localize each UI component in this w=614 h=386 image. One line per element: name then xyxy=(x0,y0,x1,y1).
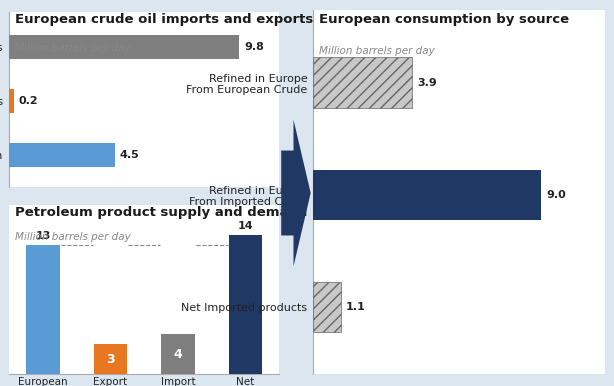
Bar xyxy=(9,34,239,59)
Text: 3.9: 3.9 xyxy=(417,78,437,88)
Text: 13: 13 xyxy=(35,230,51,240)
Text: European crude oil imports and exports: European crude oil imports and exports xyxy=(15,14,313,26)
Text: 9.0: 9.0 xyxy=(546,190,566,200)
Text: 3: 3 xyxy=(106,353,115,366)
Text: 4: 4 xyxy=(174,348,182,361)
Bar xyxy=(229,235,263,374)
Bar xyxy=(94,344,128,374)
Bar xyxy=(9,142,115,167)
Text: Million barrels per day: Million barrels per day xyxy=(319,46,435,56)
Bar xyxy=(9,88,14,113)
Bar xyxy=(313,58,412,108)
Bar xyxy=(161,334,195,374)
Text: 0.2: 0.2 xyxy=(18,96,38,106)
Bar xyxy=(26,245,60,374)
Text: 9.8: 9.8 xyxy=(244,42,264,52)
Text: European consumption by source: European consumption by source xyxy=(319,13,569,26)
Text: Million barrels per day: Million barrels per day xyxy=(15,232,130,242)
Text: 14: 14 xyxy=(238,220,254,230)
Text: Million barrels per day: Million barrels per day xyxy=(15,43,130,53)
Bar xyxy=(313,169,542,220)
Text: 1.1: 1.1 xyxy=(346,302,366,312)
Text: 4.5: 4.5 xyxy=(120,150,139,160)
Text: Petroleum product supply and demand: Petroleum product supply and demand xyxy=(15,206,307,219)
Bar xyxy=(313,282,341,332)
